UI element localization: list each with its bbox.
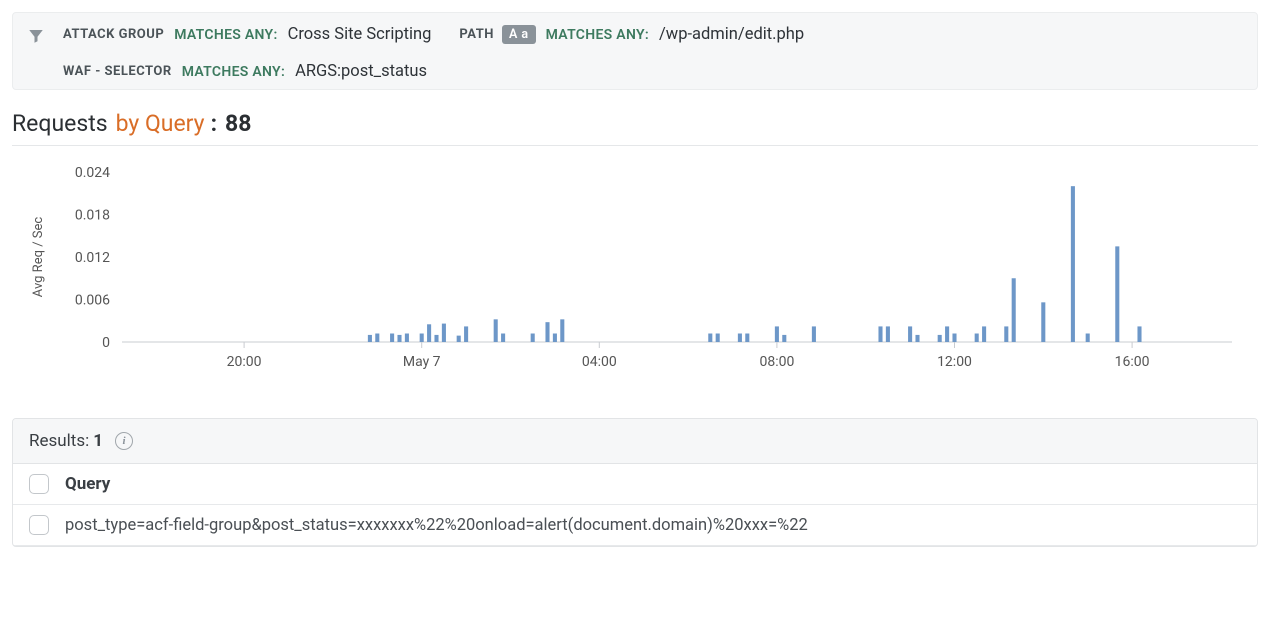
title-main: Requests bbox=[12, 110, 108, 137]
svg-text:04:00: 04:00 bbox=[582, 354, 617, 370]
filter-value: /wp-admin/edit.php bbox=[659, 25, 804, 44]
title-separator: : bbox=[211, 110, 217, 137]
filter-operator: MATCHES ANY: bbox=[174, 27, 277, 43]
filter-path[interactable]: PATH A a MATCHES ANY: /wp-admin/edit.php bbox=[459, 25, 804, 44]
info-icon[interactable]: i bbox=[115, 432, 133, 450]
filter-operator: MATCHES ANY: bbox=[182, 64, 285, 80]
results-header: Results: 1 i bbox=[13, 419, 1257, 464]
filter-value: Cross Site Scripting bbox=[288, 25, 432, 44]
filter-operator: MATCHES ANY: bbox=[546, 27, 649, 43]
svg-text:0.006: 0.006 bbox=[75, 293, 110, 309]
table-header-row: Query bbox=[13, 464, 1257, 505]
filter-attack-group[interactable]: ATTACK GROUP MATCHES ANY: Cross Site Scrip… bbox=[63, 25, 431, 44]
svg-text:0: 0 bbox=[102, 335, 110, 351]
filter-waf-selector[interactable]: WAF - SELECTOR MATCHES ANY: ARGS:post_stat… bbox=[63, 62, 427, 81]
filter-label: WAF - SELECTOR bbox=[63, 64, 172, 79]
case-sensitive-badge[interactable]: A a bbox=[502, 25, 536, 44]
select-all-checkbox[interactable] bbox=[29, 474, 49, 494]
svg-text:16:00: 16:00 bbox=[1115, 354, 1150, 370]
title-accent: by Query bbox=[116, 110, 205, 137]
filter-bar: ATTACK GROUP MATCHES ANY: Cross Site Scrip… bbox=[12, 12, 1258, 90]
svg-text:12:00: 12:00 bbox=[937, 354, 972, 370]
results-label: Results: bbox=[29, 431, 89, 451]
page-title: Requests by Query : 88 bbox=[12, 110, 1258, 146]
svg-text:0.012: 0.012 bbox=[75, 250, 110, 266]
filter-icon[interactable] bbox=[27, 25, 45, 45]
filter-label: ATTACK GROUP bbox=[63, 27, 164, 42]
filter-value: ARGS:post_status bbox=[295, 62, 427, 81]
table-row[interactable]: post_type=acf-field-group&post_status=xx… bbox=[13, 505, 1257, 546]
svg-text:Avg Req / Sec: Avg Req / Sec bbox=[31, 217, 46, 298]
results-count: 1 bbox=[93, 431, 103, 451]
svg-text:May 7: May 7 bbox=[403, 354, 441, 370]
title-count: 88 bbox=[225, 110, 251, 137]
results-panel: Results: 1 i Query post_type=acf-field-g… bbox=[12, 418, 1258, 547]
svg-text:08:00: 08:00 bbox=[759, 354, 794, 370]
svg-text:0.024: 0.024 bbox=[75, 165, 110, 181]
requests-chart: 0 0.006 0.012 0.018 0.024 20:00 May 7 04:00 08:0… bbox=[12, 152, 1258, 392]
svg-text:0.018: 0.018 bbox=[75, 208, 110, 224]
query-value: post_type=acf-field-group&post_status=xx… bbox=[65, 516, 808, 535]
row-checkbox[interactable] bbox=[29, 515, 49, 535]
filter-label: PATH bbox=[459, 27, 494, 42]
svg-text:20:00: 20:00 bbox=[227, 354, 262, 370]
column-header-query[interactable]: Query bbox=[65, 474, 110, 494]
